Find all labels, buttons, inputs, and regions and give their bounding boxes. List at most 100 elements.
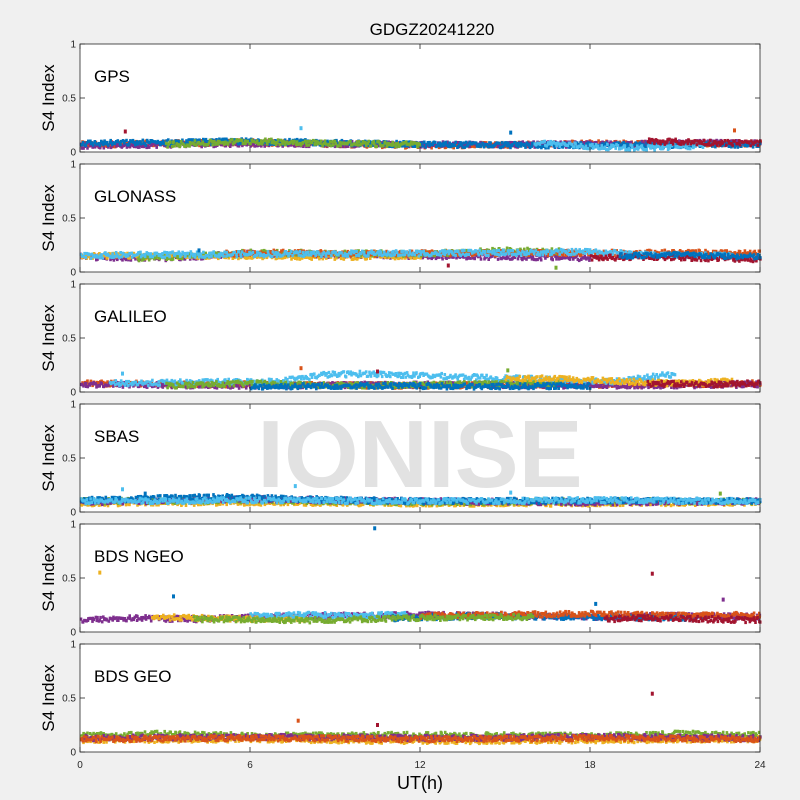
- data-point: [498, 247, 501, 251]
- data-point: [392, 143, 395, 147]
- data-point: [607, 148, 610, 152]
- data-point: [575, 141, 579, 145]
- data-point: [106, 145, 110, 149]
- data-point: [435, 145, 438, 149]
- data-point: [670, 140, 673, 144]
- data-point: [351, 143, 354, 147]
- data-point: [504, 141, 508, 145]
- data-point: [488, 145, 492, 149]
- data-point: [118, 255, 121, 259]
- data-point: [237, 144, 241, 148]
- data-point: [747, 143, 751, 147]
- data-point: [745, 140, 749, 144]
- data-point: [125, 138, 128, 142]
- data-point: [374, 140, 378, 144]
- data-point: [556, 254, 560, 258]
- data-point: [670, 258, 673, 262]
- data-point: [260, 139, 263, 143]
- data-point: [255, 253, 259, 257]
- data-point: [493, 252, 497, 256]
- data-point: [285, 142, 289, 146]
- data-point: [185, 253, 189, 257]
- data-point: [184, 254, 187, 259]
- data-point: [477, 253, 481, 257]
- data-point: [303, 139, 307, 143]
- data-point: [231, 256, 235, 260]
- data-point: [437, 255, 441, 259]
- data-point: [668, 137, 671, 141]
- data-point: [512, 144, 516, 148]
- data-point: [170, 255, 174, 259]
- data-point: [519, 141, 522, 145]
- data-point: [132, 251, 136, 255]
- data-point: [361, 140, 365, 144]
- data-point: [555, 257, 558, 261]
- outlier-point: [197, 248, 201, 253]
- data-point: [482, 145, 486, 149]
- data-point: [387, 143, 391, 147]
- data-point: [652, 145, 655, 149]
- data-point: [700, 141, 704, 146]
- data-point: [377, 139, 380, 143]
- data-point: [477, 144, 481, 148]
- data-point: [692, 146, 695, 150]
- data-point: [536, 257, 539, 262]
- data-point: [521, 142, 524, 146]
- data-point: [367, 254, 370, 258]
- data-point: [754, 140, 757, 144]
- data-point: [635, 147, 638, 151]
- data-point: [587, 141, 590, 145]
- data-point: [242, 139, 245, 143]
- data-point: [155, 145, 158, 149]
- data-point: [648, 141, 652, 145]
- data-point: [426, 141, 430, 145]
- data-point: [380, 144, 384, 148]
- data-point: [315, 142, 319, 146]
- data-point: [397, 256, 400, 261]
- data-point: [228, 140, 232, 144]
- data-point: [440, 255, 443, 259]
- y-axis-label: S4 Index: [39, 64, 58, 132]
- data-point: [327, 142, 331, 147]
- data-point: [525, 257, 528, 261]
- data-point: [711, 142, 714, 146]
- data-point: [204, 251, 207, 255]
- data-point: [466, 256, 469, 260]
- data-point: [528, 145, 532, 150]
- data-point: [649, 144, 652, 148]
- data-point: [582, 256, 586, 260]
- data-point: [474, 141, 478, 145]
- data-point: [746, 258, 750, 262]
- data-point: [188, 144, 191, 148]
- data-point: [554, 142, 557, 146]
- data-point: [257, 142, 261, 146]
- data-point: [396, 142, 399, 146]
- data-point: [755, 139, 759, 143]
- data-point: [630, 250, 633, 254]
- data-point: [249, 256, 252, 260]
- data-point: [550, 257, 553, 261]
- y-axis-label: S4 Index: [39, 184, 58, 252]
- data-point: [139, 142, 143, 146]
- data-point: [288, 249, 291, 253]
- data-point: [658, 139, 662, 143]
- data-point: [348, 142, 351, 146]
- data-point: [343, 249, 347, 253]
- data-point: [720, 144, 724, 148]
- data-point: [253, 250, 256, 254]
- data-point: [555, 144, 558, 148]
- data-point: [640, 144, 644, 148]
- data-point: [505, 246, 509, 250]
- data-point: [330, 254, 333, 258]
- data-point: [214, 144, 217, 148]
- data-point: [652, 138, 655, 142]
- data-point: [108, 140, 112, 144]
- data-point: [129, 140, 133, 144]
- data-point: [115, 144, 118, 148]
- data-point: [598, 147, 601, 151]
- data-point: [500, 252, 504, 256]
- data-point: [105, 140, 109, 145]
- data-point: [176, 255, 179, 259]
- data-point: [252, 252, 255, 256]
- data-point: [394, 145, 398, 149]
